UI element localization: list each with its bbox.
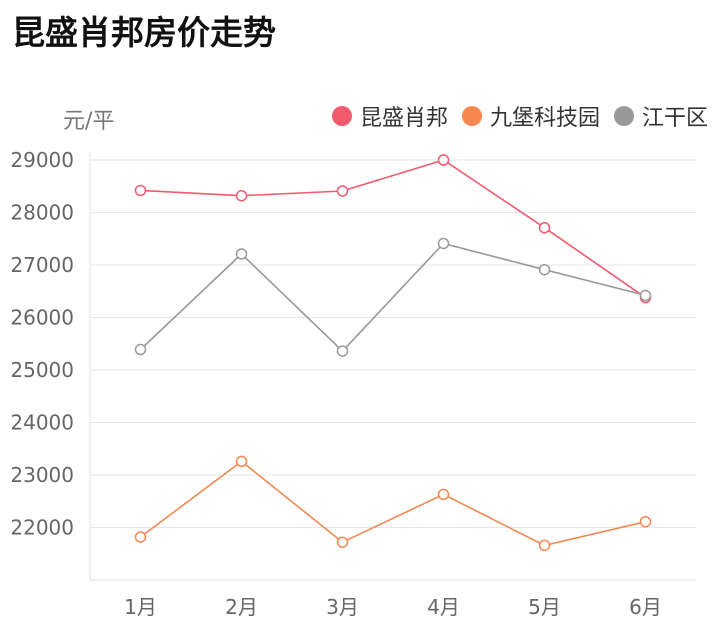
data-point xyxy=(639,515,652,528)
page-title: 昆盛肖邦房价走势 xyxy=(12,13,276,52)
y-tick-label: 23000 xyxy=(10,463,74,487)
x-tick-label: 2月 xyxy=(225,595,258,619)
legend-marker-icon xyxy=(613,106,634,126)
data-point xyxy=(235,189,248,202)
x-tick-label: 4月 xyxy=(427,595,460,619)
legend-item-kunsheng[interactable]: 昆盛肖邦 xyxy=(331,100,448,132)
legend-marker-icon xyxy=(331,106,352,126)
data-point xyxy=(538,539,551,552)
legend-label: 江干区 xyxy=(641,106,708,131)
data-point xyxy=(235,248,248,260)
data-point xyxy=(538,263,551,276)
y-tick-label: 27000 xyxy=(10,253,74,277)
data-point xyxy=(134,343,147,356)
x-tick-label: 1月 xyxy=(124,595,157,619)
data-point xyxy=(437,488,450,501)
series-line-2 xyxy=(139,242,646,353)
chart-legend: 昆盛肖邦 九堡科技园 江干区 xyxy=(331,100,708,132)
data-point xyxy=(134,531,147,543)
data-point xyxy=(538,221,551,234)
x-tick-label: 3月 xyxy=(326,595,359,619)
data-point xyxy=(336,185,349,197)
y-tick-label: 22000 xyxy=(10,516,74,540)
data-point xyxy=(336,536,349,548)
legend-marker-icon xyxy=(461,106,482,126)
legend-label: 昆盛肖邦 xyxy=(359,106,448,131)
data-point xyxy=(336,345,349,357)
data-point xyxy=(437,154,450,166)
legend-label: 九堡科技园 xyxy=(489,106,600,131)
y-tick-label: 29000 xyxy=(10,148,74,172)
legend-item-jianggan[interactable]: 江干区 xyxy=(613,100,708,132)
y-tick-label: 28000 xyxy=(10,201,74,225)
series-line-0 xyxy=(140,159,646,299)
data-point xyxy=(437,237,450,250)
data-point xyxy=(639,289,652,302)
data-point xyxy=(134,184,147,197)
legend-item-jiubao[interactable]: 九堡科技园 xyxy=(461,100,600,132)
y-tick-label: 24000 xyxy=(10,411,74,435)
y-tick-label: 25000 xyxy=(10,358,74,382)
y-axis-unit-label: 元/平 xyxy=(63,109,115,134)
series-line-1 xyxy=(140,460,646,547)
x-tick-label: 6月 xyxy=(629,595,662,619)
x-tick-label: 5月 xyxy=(528,595,561,619)
y-tick-label: 26000 xyxy=(10,306,74,330)
data-point xyxy=(235,455,248,468)
